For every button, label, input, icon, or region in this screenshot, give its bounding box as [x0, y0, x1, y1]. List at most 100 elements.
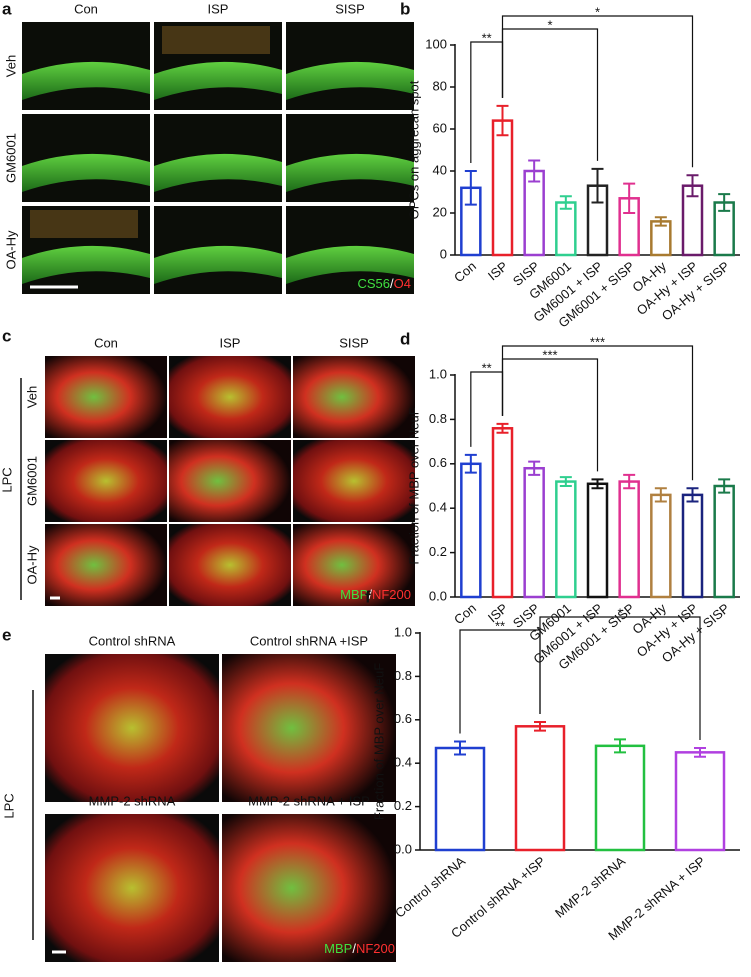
y-axis-label: Fraction of MBP over NeuF — [406, 407, 421, 564]
error-bar — [534, 720, 546, 732]
micrograph — [169, 356, 291, 438]
y-tick-label: 0.6 — [394, 711, 412, 726]
y-axis-label: Fraction of MBP over NeuF — [371, 663, 386, 820]
micrograph — [45, 654, 219, 802]
micrograph — [45, 524, 167, 606]
bar — [555, 201, 577, 257]
group-label: LPC — [1, 793, 16, 818]
micrograph — [45, 814, 219, 962]
y-tick-label: 0.2 — [429, 544, 447, 559]
y-tick-label: 1.0 — [429, 366, 447, 381]
error-bar — [464, 453, 477, 474]
y-tick-label: 0.2 — [394, 798, 412, 813]
bar — [460, 462, 482, 599]
y-tick-label: 0 — [440, 246, 447, 261]
micrograph — [293, 440, 415, 522]
bar — [434, 746, 486, 852]
bar — [555, 480, 577, 599]
error-bar — [591, 478, 604, 490]
bar — [491, 119, 514, 257]
micrograph — [293, 356, 415, 438]
significance-label: *** — [542, 347, 557, 362]
bar — [491, 427, 514, 599]
significance-label: *** — [590, 334, 605, 349]
bar — [713, 484, 735, 599]
column-label: ISP — [208, 1, 229, 16]
stain-part: NF200 — [356, 941, 395, 956]
panel-letter: e — [2, 625, 11, 644]
significance-label: ** — [495, 618, 505, 633]
tissue-band — [286, 153, 414, 192]
stain-part: / — [368, 587, 372, 602]
y-tick-label: 0.8 — [429, 411, 447, 426]
tissue-band — [286, 245, 414, 284]
y-tick-label: 1.0 — [394, 624, 412, 639]
error-bar — [623, 182, 636, 214]
row-label: Veh — [3, 55, 18, 77]
significance-label: ** — [482, 30, 492, 45]
significance-bracket — [501, 345, 694, 481]
panel-letter: d — [400, 329, 410, 348]
y-tick-label: 0.0 — [394, 841, 412, 856]
row-label: OA-Hy — [24, 545, 39, 585]
significance-bracket — [459, 629, 541, 734]
micrograph — [169, 524, 291, 606]
bar — [681, 493, 704, 599]
stain-part: / — [352, 941, 356, 956]
micrograph — [169, 440, 291, 522]
y-tick-label: 40 — [433, 162, 447, 177]
row-label: OA-Hy — [3, 230, 18, 270]
micrograph — [45, 356, 167, 438]
tile-label: MMP-2 shRNA — [89, 793, 176, 808]
error-bar — [654, 216, 667, 227]
stain-label: CS56/O4 — [358, 276, 412, 291]
y-tick-label: 0.4 — [394, 755, 412, 770]
error-bar — [718, 193, 731, 212]
stain-part: / — [390, 276, 394, 291]
error-bar — [496, 422, 509, 434]
error-bar — [454, 740, 466, 756]
tissue-band — [154, 153, 282, 192]
tile-label: Control shRNA — [89, 633, 176, 648]
y-tick-label: 80 — [433, 78, 447, 93]
column-label: Con — [74, 1, 98, 16]
bar — [523, 466, 545, 599]
column-label: SISP — [335, 1, 365, 16]
error-bar — [464, 170, 477, 206]
micrograph — [45, 440, 167, 522]
column-label: ISP — [220, 335, 241, 350]
bar — [618, 480, 640, 599]
y-tick-label: 100 — [425, 36, 447, 51]
tissue-band — [154, 245, 282, 284]
error-bar — [686, 174, 699, 198]
significance-label: * — [595, 4, 600, 19]
error-bar — [694, 747, 706, 758]
column-label: Con — [94, 335, 118, 350]
error-bar — [496, 104, 509, 137]
significance-label: * — [547, 17, 552, 32]
column-label: SISP — [339, 335, 369, 350]
x-tick-label: ISP — [485, 258, 511, 283]
significance-bracket — [501, 358, 599, 472]
tissue-band — [22, 61, 150, 100]
tissue-band — [154, 61, 282, 100]
x-tick-label: Con — [451, 258, 479, 285]
significance-label: ** — [482, 360, 492, 375]
y-tick-label: 60 — [433, 120, 447, 135]
stain-part: CS56 — [358, 276, 391, 291]
tissue-band — [286, 61, 414, 100]
cell-cluster — [162, 26, 270, 54]
stain-part: O4 — [394, 276, 411, 291]
significance-bracket — [539, 616, 701, 741]
error-bar — [559, 476, 572, 487]
stain-part: MBP — [340, 587, 368, 602]
panel-letter: c — [2, 326, 11, 345]
x-tick-label: MMP-2 shRNA — [552, 853, 628, 920]
error-bar — [686, 487, 699, 503]
row-label: Veh — [24, 386, 39, 408]
error-bar — [591, 167, 604, 204]
panel-letter: a — [2, 0, 12, 18]
micrograph — [222, 654, 396, 802]
error-bar — [528, 460, 541, 476]
